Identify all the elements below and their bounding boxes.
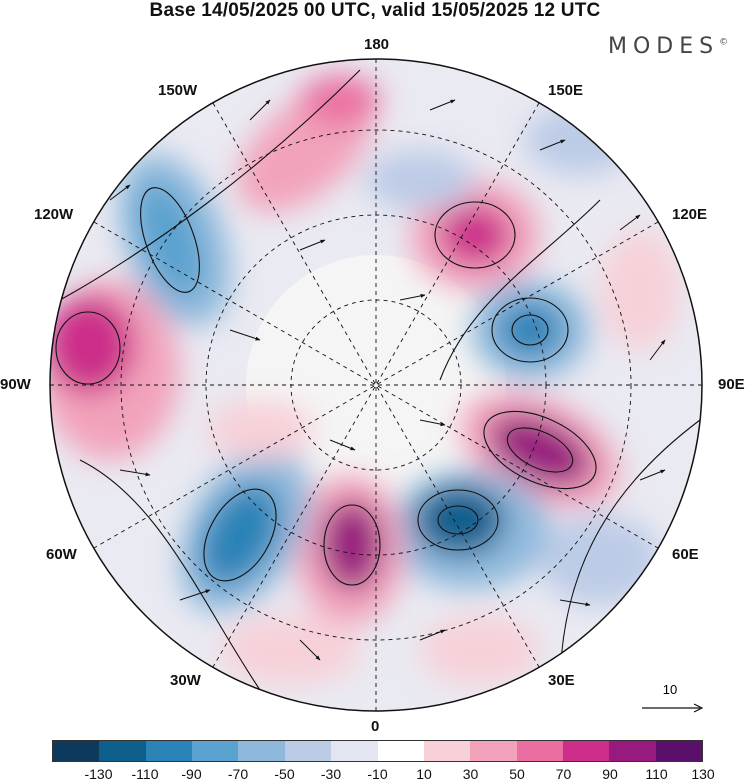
brand-name: MODES — [608, 34, 720, 59]
reference-vector: 10 — [640, 682, 706, 719]
lon-label-120w: 120W — [34, 206, 74, 223]
colorbar-swatch — [331, 741, 378, 761]
colorbar-swatch — [423, 741, 471, 761]
colorbar-tick-label: 10 — [416, 766, 432, 782]
polar-map — [49, 58, 703, 712]
colorbar-tick-label: -110 — [131, 766, 159, 782]
colorbar-tick-label: 30 — [462, 766, 479, 782]
colorbar-swatch — [655, 741, 703, 761]
graticule — [50, 59, 702, 711]
brand-mark: © — [719, 37, 729, 48]
lon-label-150w: 150W — [158, 82, 198, 99]
lon-label-30e: 30E — [548, 672, 575, 689]
colorbar-swatch — [192, 741, 239, 761]
lon-label-180: 180 — [364, 36, 390, 53]
wind-vectors — [109, 99, 666, 661]
brand-logo: MODES© — [608, 34, 728, 59]
colorbar-swatch — [284, 741, 332, 761]
colorbar — [52, 740, 703, 762]
map-title: Base 14/05/2025 00 UTC, valid 15/05/2025… — [149, 0, 601, 21]
colorbar-swatch — [145, 741, 193, 761]
colorbar-swatch — [609, 741, 656, 761]
anomaly-field — [50, 59, 702, 711]
colorbar-tick-label: 110 — [645, 766, 668, 782]
colorbar-ticks: -130 -110 -90 -70 -50 -30 -10 10 30 50 70 90 110 130 — [0, 766, 750, 784]
colorbar-tick-label: 130 — [691, 766, 715, 782]
colorbar-swatch — [53, 741, 100, 761]
lon-label-150e: 150E — [548, 82, 584, 99]
lon-label-90w: 90W — [0, 376, 31, 393]
colorbar-tick-label: 50 — [509, 766, 525, 782]
colorbar-swatch — [99, 741, 146, 761]
colorbar-swatch — [470, 741, 517, 761]
colorbar-tick-label: -10 — [367, 766, 388, 782]
colorbar-swatch — [238, 741, 285, 761]
colorbar-swatch — [516, 741, 563, 761]
colorbar-swatch — [562, 741, 610, 761]
colorbar-tick-label: -90 — [181, 766, 202, 782]
reference-arrow-icon — [642, 703, 704, 713]
lon-label-120e: 120E — [672, 206, 708, 223]
colorbar-tick-label: -70 — [227, 766, 249, 782]
reference-vector-label: 10 — [662, 682, 678, 697]
colorbar-tick-label: -30 — [320, 766, 342, 782]
streamlines — [55, 69, 701, 691]
lon-label-60e: 60E — [672, 546, 699, 563]
lon-label-0: 0 — [371, 718, 380, 735]
lon-label-90e: 90E — [718, 376, 745, 393]
colorbar-swatch — [377, 741, 424, 761]
lon-label-60w: 60W — [46, 546, 77, 563]
colorbar-tick-label: -130 — [84, 766, 113, 782]
map-border — [49, 58, 703, 712]
colorbar-tick-label: 70 — [555, 766, 572, 782]
colorbar-tick-label: 90 — [602, 766, 618, 782]
colorbar-tick-label: -50 — [274, 766, 295, 782]
lon-label-30w: 30W — [170, 672, 201, 689]
